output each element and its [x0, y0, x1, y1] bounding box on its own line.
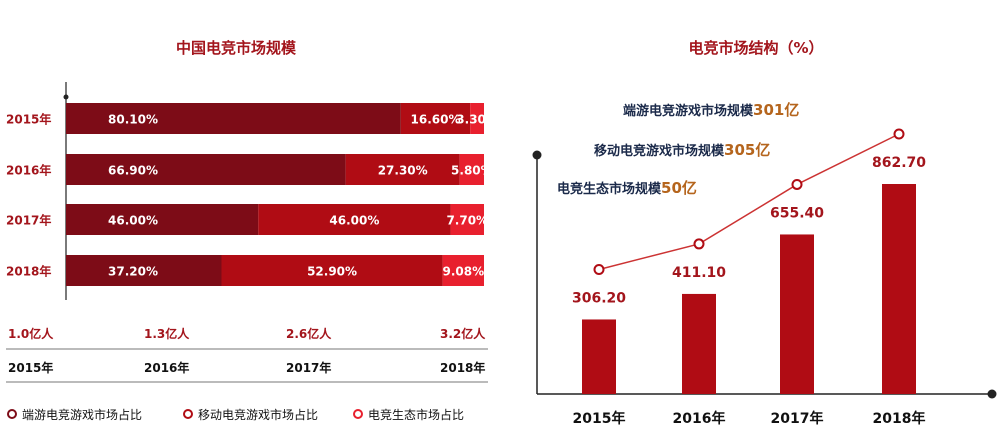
bar-segment-eco-1 — [459, 154, 484, 185]
left-category-label-1: 2016年 — [6, 163, 51, 178]
segment-label-pc-2: 46.00% — [108, 214, 158, 228]
bar-segment-pc-0 — [66, 103, 401, 134]
right-axis-dot-right — [987, 389, 997, 399]
legend-label-pc: 端游电竞游戏市场占比 — [22, 407, 142, 422]
segment-label-eco-3: 9.08% — [442, 265, 484, 279]
right-value-label-0: 306.20 — [572, 290, 626, 306]
segment-label-eco-1: 5.80% — [451, 164, 493, 178]
right-value-label-2: 655.40 — [770, 205, 824, 221]
annotation-2: 电竞生态市场规模50亿 — [557, 179, 697, 197]
annotation-text-1: 移动电竞游戏市场规模 — [594, 143, 725, 159]
bar-segment-mobile-3 — [221, 255, 443, 286]
right-x-tick-0: 2015年 — [573, 410, 626, 427]
year-row-label-2: 2017年 — [286, 360, 331, 375]
legend-marker-eco — [353, 409, 363, 419]
users-label-3: 3.2亿人 — [440, 326, 486, 341]
trend-point-3 — [893, 128, 905, 140]
bar-segment-mobile-2 — [258, 204, 451, 235]
year-row-label-3: 2018年 — [440, 360, 485, 375]
annotation-text-0: 端游电竞游戏市场规模 — [623, 103, 754, 119]
segment-label-eco-2: 7.70% — [446, 214, 488, 228]
right-x-tick-2: 2017年 — [771, 410, 824, 427]
legend-marker-mobile — [183, 409, 193, 419]
segment-label-mobile-3: 52.90% — [307, 265, 357, 279]
year-row-label-0: 2015年 — [8, 360, 53, 375]
right-value-label-1: 411.10 — [672, 265, 726, 281]
right-axis-dot-top — [532, 150, 542, 160]
users-label-2: 2.6亿人 — [286, 326, 332, 341]
annotation-value-1: 305亿 — [724, 141, 770, 159]
bar-segment-eco-2 — [450, 204, 484, 235]
trend-line — [598, 133, 900, 271]
left-category-label-0: 2015年 — [6, 112, 51, 127]
right-chart-title: 电竞市场结构（%） — [688, 39, 823, 57]
users-label-1: 1.3亿人 — [144, 326, 190, 341]
annotation-value-0: 301亿 — [753, 101, 799, 119]
bar-segment-pc-1 — [66, 154, 346, 185]
segment-label-mobile-0: 16.60% — [411, 113, 461, 127]
segment-label-eco-0: 3.30% — [456, 113, 498, 127]
segment-label-pc-0: 80.10% — [108, 113, 158, 127]
annotation-value-2: 50亿 — [661, 179, 697, 197]
right-x-tick-1: 2016年 — [673, 410, 726, 427]
bar-segment-mobile-0 — [400, 103, 471, 134]
segment-label-mobile-1: 27.30% — [378, 164, 428, 178]
left-chart-title: 中国电竞市场规模 — [176, 39, 297, 57]
segment-label-pc-3: 37.20% — [108, 265, 158, 279]
annotation-1: 移动电竞游戏市场规模305亿 — [594, 141, 770, 159]
trend-point-0 — [593, 263, 605, 275]
trend-point-1 — [693, 238, 705, 250]
right-bar-1 — [682, 293, 716, 394]
right-x-tick-3: 2018年 — [873, 410, 926, 427]
left-category-label-3: 2018年 — [6, 264, 51, 279]
users-label-0: 1.0亿人 — [8, 326, 54, 341]
legend-marker-pc — [7, 409, 17, 419]
right-bar-2 — [780, 234, 814, 394]
right-value-label-3: 862.70 — [872, 155, 926, 171]
bar-segment-mobile-1 — [345, 154, 460, 185]
segment-label-mobile-2: 46.00% — [329, 214, 379, 228]
bar-segment-pc-3 — [66, 255, 222, 286]
legend-label-mobile: 移动电竞游戏市场占比 — [198, 407, 318, 422]
annotation-text-2: 电竞生态市场规模 — [557, 181, 662, 197]
year-row-label-1: 2016年 — [144, 360, 189, 375]
left-category-label-2: 2017年 — [6, 213, 51, 228]
right-bar-0 — [582, 319, 616, 394]
segment-label-pc-1: 66.90% — [108, 164, 158, 178]
right-bar-3 — [882, 184, 916, 394]
trend-point-2 — [791, 178, 803, 190]
legend-label-eco: 电竞生态市场占比 — [368, 407, 464, 422]
left-axis-dot — [63, 94, 69, 100]
bar-segment-eco-0 — [470, 103, 484, 134]
annotation-0: 端游电竞游戏市场规模301亿 — [623, 101, 799, 119]
bar-segment-pc-2 — [66, 204, 259, 235]
bar-segment-eco-3 — [442, 255, 484, 286]
